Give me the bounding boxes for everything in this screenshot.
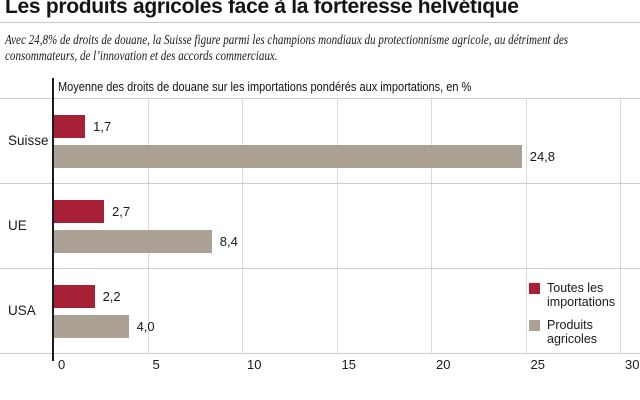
- gridline: [147, 98, 149, 353]
- category-label: UE: [8, 218, 27, 233]
- legend-swatch: [529, 320, 540, 331]
- bar-value-label: 2,2: [102, 289, 121, 304]
- gridline: [525, 98, 527, 353]
- bar-value-label: 24,8: [529, 149, 556, 164]
- legend-item: Produits agricoles: [529, 318, 639, 346]
- page-title: Les produits agricoles face à la fortere…: [5, 0, 519, 18]
- bar-agri-products-suisse: [53, 145, 522, 168]
- band-separator: [0, 268, 640, 269]
- bar-agri-products-usa: [53, 315, 129, 338]
- y-axis-line: [52, 78, 54, 361]
- band-separator: [0, 353, 640, 354]
- bar-all-imports-usa: [53, 285, 95, 308]
- bar-value-label: 4,0: [136, 319, 155, 334]
- bar-agri-products-ue: [53, 230, 212, 253]
- band-separator: [0, 98, 640, 99]
- x-tick-label: 25: [530, 357, 545, 372]
- legend-label: Toutes les importations: [547, 281, 616, 309]
- legend-label: Produits agricoles: [547, 318, 598, 346]
- gridline: [336, 98, 338, 353]
- x-axis-ticks: 0 5 10 15 20 25 30: [0, 357, 640, 375]
- x-tick-label: 30: [625, 357, 640, 372]
- bar-value-label: 2,7: [112, 204, 131, 219]
- x-tick-label: 10: [247, 357, 262, 372]
- legend: Toutes les importations Produits agricole…: [529, 281, 639, 355]
- x-tick-label: 0: [58, 357, 66, 372]
- chart-title: Moyenne des droits de douane sur les imp…: [58, 80, 472, 94]
- x-tick-label: 15: [341, 357, 356, 372]
- x-tick-label: 5: [152, 357, 160, 372]
- bar-value-label: 8,4: [219, 234, 238, 249]
- bar-value-label: 1,7: [93, 119, 112, 134]
- gridline: [242, 98, 243, 353]
- bar-all-imports-ue: [53, 200, 105, 223]
- legend-item: Toutes les importations: [529, 281, 639, 309]
- band-separator: [0, 183, 640, 184]
- category-label: USA: [8, 303, 36, 318]
- gridline: [620, 98, 621, 353]
- legend-swatch: [529, 283, 540, 294]
- subtitle: Avec 24,8% de droits de douane, la Suiss…: [5, 33, 569, 64]
- x-tick-label: 20: [436, 357, 451, 372]
- category-label: Suisse: [8, 133, 49, 148]
- gridline: [431, 98, 432, 353]
- bar-all-imports-suisse: [53, 115, 86, 138]
- title-divider: [0, 22, 640, 23]
- plot-area: Suisse 1,7 24,8 UE 2,7 8,4 USA 2,2 4,0: [0, 98, 640, 354]
